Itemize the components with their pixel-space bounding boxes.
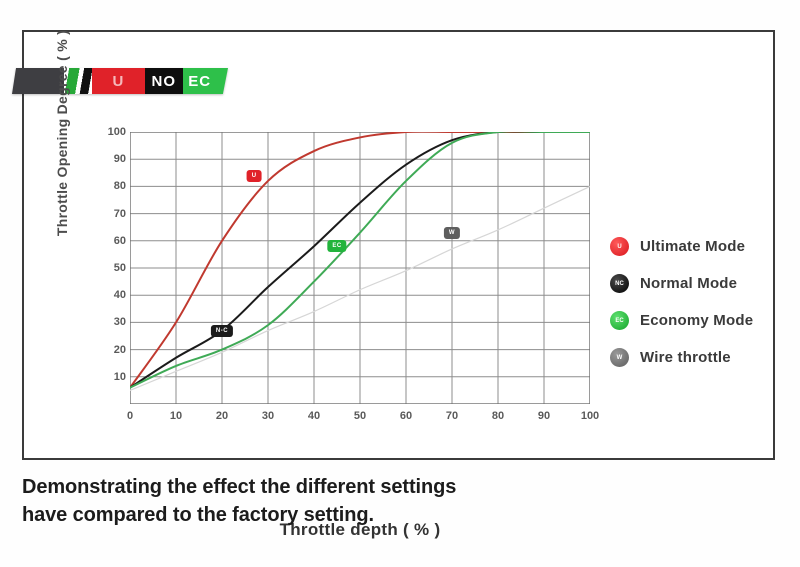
x-tick-10: 10 [169,410,183,422]
curve-badge-wire-throttle: W [443,226,461,239]
legend-swatch-black-icon: NC [610,274,629,293]
legend-item-ultimate-mode[interactable]: U Ultimate Mode [610,237,753,256]
curve-normal-mode [130,132,590,389]
y-tick-30: 30 [113,316,126,329]
x-tick-90: 90 [537,410,551,422]
legend-item-wire-throttle[interactable]: W Wire throttle [610,348,753,367]
x-tick-20: 20 [215,410,229,422]
curve-badge-economy-mode: EC [327,240,347,253]
y-tick-70: 70 [113,207,126,220]
legend-swatch-red-icon: U [610,237,629,256]
y-axis-ticks: 10 20 30 40 50 60 70 80 90 100 [86,126,126,404]
x-tick-100: 100 [580,410,600,422]
caption-line-2: have compared to the factory setting. [22,504,374,527]
chart-legend: U Ultimate Mode NC Normal Mode EC Economy Mod… [610,237,753,385]
curve-ultimate-mode [130,132,590,389]
legend-label: Wire throttle [640,349,731,366]
legend-swatch-gray-icon: W [610,348,629,367]
logo-tail-shape [216,68,228,94]
logo-no-text: NO [151,72,176,90]
x-tick-70: 70 [445,410,459,422]
x-tick-80: 80 [491,410,505,422]
y-tick-20: 20 [113,343,126,356]
chart-gridlines [130,132,590,404]
x-tick-50: 50 [353,410,367,422]
x-axis-ticks: 0 10 20 30 40 50 60 70 80 90 100 [126,410,599,428]
curve-wire-throttle [130,185,590,391]
x-tick-60: 60 [399,410,413,422]
x-tick-40: 40 [307,410,321,422]
y-tick-90: 90 [113,153,126,166]
legend-item-economy-mode[interactable]: EC Economy Mode [610,311,753,330]
logo-u-text: U [112,72,125,90]
brand-logo-banner: U NO EC [12,68,228,94]
y-tick-50: 50 [113,262,126,274]
legend-item-normal-mode[interactable]: NC Normal Mode [610,274,753,293]
plot-area: Throttle Opening Degree ( % ) 10 20 30 40 50… [24,30,777,539]
x-axis-label: Throttle depth ( % ) [279,520,441,539]
x-tick-30: 30 [261,410,275,422]
y-tick-10: 10 [113,370,126,383]
legend-label: Ultimate Mode [640,238,746,255]
chart-curves [130,132,590,391]
legend-swatch-green-icon: EC [610,311,629,330]
chart-card: U NO EC Throttle Opening Degree ( % ) 10… [12,30,777,539]
logo-dark-block [22,68,64,94]
x-tick-0: 0 [126,410,134,422]
legend-label: Normal Mode [640,275,738,292]
figure-caption: Demonstrating the effect the different s… [22,473,762,530]
chart-canvas: U N-C EC W [130,132,590,404]
curve-economy-mode [130,132,590,389]
logo-no-block: NO [144,68,183,94]
y-axis-label: Throttle Opening Degree ( % ) [54,29,70,237]
chart-svg [130,132,590,404]
logo-u-block: U [91,68,145,94]
caption-line-1: Demonstrating the effect the different s… [22,476,457,498]
y-tick-60: 60 [113,234,126,247]
y-tick-80: 80 [113,180,126,193]
logo-ec-block: EC [182,68,217,94]
y-tick-40: 40 [113,289,126,302]
curve-badge-normal-mode: N-C [210,324,234,337]
logo-ec-text: EC [188,72,212,90]
curve-badge-ultimate-mode: U [246,169,262,182]
legend-label: Economy Mode [640,312,754,329]
y-tick-100: 100 [107,126,126,138]
logo-lead-shape [12,68,22,94]
logo-slash-block [63,68,92,94]
